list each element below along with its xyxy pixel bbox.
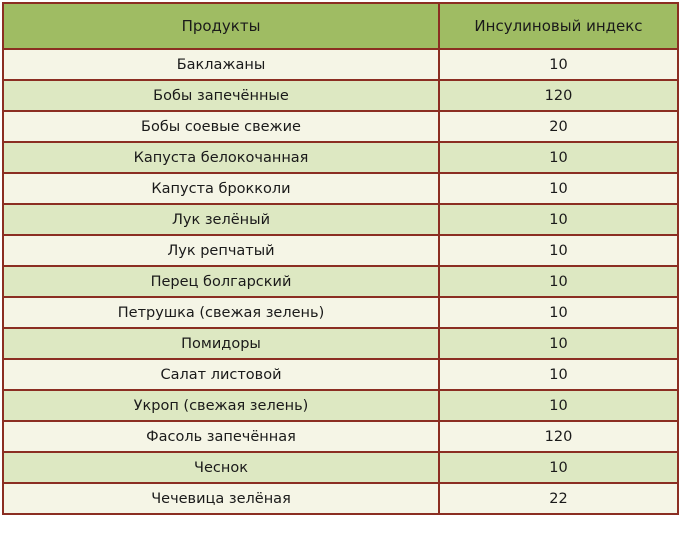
product-cell: Лук репчатый: [2, 234, 440, 267]
product-cell: Петрушка (свежая зелень): [2, 296, 440, 329]
index-cell: 10: [438, 451, 679, 484]
insulin-index-table: Продукты Инсулиновый индекс Баклажаны 10…: [2, 2, 679, 515]
product-cell: Перец болгарский: [2, 265, 440, 298]
product-cell: Фасоль запечённая: [2, 420, 440, 453]
index-cell: 10: [438, 358, 679, 391]
table-row: Салат листовой 10: [2, 358, 679, 391]
table-row: Лук зелёный 10: [2, 203, 679, 236]
index-cell: 10: [438, 172, 679, 205]
table-row: Чечевица зелёная 22: [2, 482, 679, 515]
table-row: Баклажаны 10: [2, 48, 679, 81]
product-cell: Салат листовой: [2, 358, 440, 391]
product-cell: Лук зелёный: [2, 203, 440, 236]
product-cell: Бобы запечённые: [2, 79, 440, 112]
product-cell: Укроп (свежая зелень): [2, 389, 440, 422]
index-cell: 22: [438, 482, 679, 515]
product-cell: Бобы соевые свежие: [2, 110, 440, 143]
header-products: Продукты: [2, 2, 440, 50]
table-row: Перец болгарский 10: [2, 265, 679, 298]
index-cell: 120: [438, 420, 679, 453]
product-cell: Чеснок: [2, 451, 440, 484]
product-cell: Чечевица зелёная: [2, 482, 440, 515]
table-row: Петрушка (свежая зелень) 10: [2, 296, 679, 329]
table-row: Бобы соевые свежие 20: [2, 110, 679, 143]
insulin-index-table-container: Продукты Инсулиновый индекс Баклажаны 10…: [2, 2, 679, 515]
product-cell: Помидоры: [2, 327, 440, 360]
header-insulin-index: Инсулиновый индекс: [438, 2, 679, 50]
table-row: Капуста брокколи 10: [2, 172, 679, 205]
index-cell: 10: [438, 327, 679, 360]
index-cell: 10: [438, 265, 679, 298]
table-row: Чеснок 10: [2, 451, 679, 484]
product-cell: Баклажаны: [2, 48, 440, 81]
table-row: Бобы запечённые 120: [2, 79, 679, 112]
index-cell: 10: [438, 141, 679, 174]
table-row: Капуста белокочанная 10: [2, 141, 679, 174]
index-cell: 10: [438, 48, 679, 81]
table-row: Лук репчатый 10: [2, 234, 679, 267]
index-cell: 10: [438, 389, 679, 422]
product-cell: Капуста брокколи: [2, 172, 440, 205]
product-cell: Капуста белокочанная: [2, 141, 440, 174]
index-cell: 10: [438, 234, 679, 267]
index-cell: 20: [438, 110, 679, 143]
table-row: Помидоры 10: [2, 327, 679, 360]
index-cell: 10: [438, 203, 679, 236]
index-cell: 120: [438, 79, 679, 112]
table-row: Укроп (свежая зелень) 10: [2, 389, 679, 422]
table-row: Фасоль запечённая 120: [2, 420, 679, 453]
index-cell: 10: [438, 296, 679, 329]
table-header-row: Продукты Инсулиновый индекс: [2, 2, 679, 50]
